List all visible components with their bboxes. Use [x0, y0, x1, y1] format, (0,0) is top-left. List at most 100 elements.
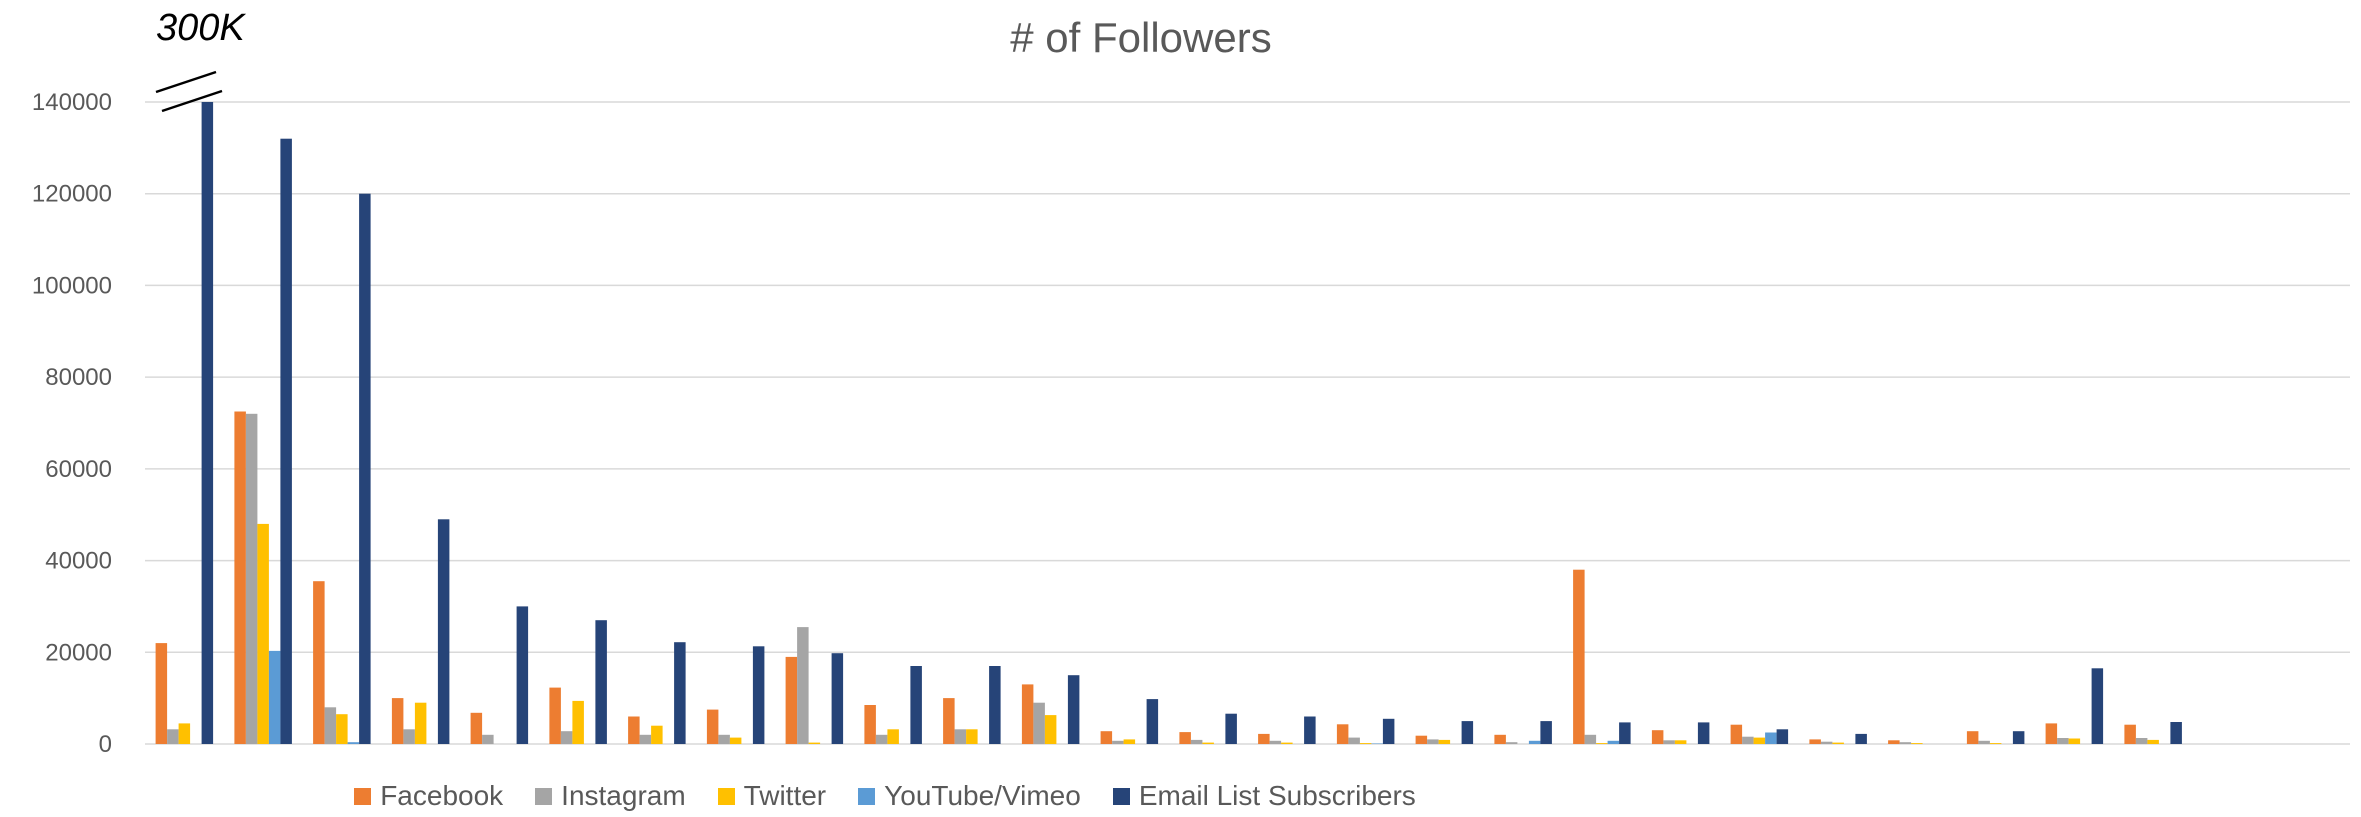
- bar-youtube-vimeo-3: [347, 742, 360, 744]
- bar-twitter-19: [1596, 743, 1608, 744]
- y-tick-label: 100000: [32, 272, 112, 299]
- bar-youtube-vimeo-21: [1765, 732, 1777, 744]
- y-tick-label: 20000: [45, 639, 112, 666]
- bar-youtube-vimeo-2: [268, 650, 281, 744]
- bar-facebook-14: [1179, 732, 1191, 744]
- bar-email-list-subscribers-13: [1146, 699, 1159, 744]
- bar-facebook-11: [943, 698, 955, 744]
- bar-email-list-subscribers-12: [1067, 675, 1080, 744]
- bar-twitter-24: [1989, 743, 2002, 744]
- bar-instagram-16: [1348, 737, 1360, 744]
- bar-facebook-15: [1258, 733, 1270, 744]
- bar-instagram-20: [1663, 740, 1675, 744]
- bar-instagram-3: [324, 707, 337, 744]
- legend-item: Facebook: [354, 780, 503, 812]
- bar-facebook-21: [1730, 724, 1743, 744]
- bar-facebook-10: [864, 705, 876, 744]
- bar-instagram-15: [1269, 740, 1282, 744]
- bar-facebook-22: [1809, 739, 1821, 744]
- chart-title: # of Followers: [1010, 14, 1271, 61]
- bar-email-list-subscribers-17: [1461, 721, 1474, 744]
- bar-instagram-21: [1742, 736, 1754, 744]
- bar-twitter-6: [572, 700, 584, 744]
- bar-email-list-subscribers-1: [201, 102, 214, 744]
- bar-email-list-subscribers-18: [1540, 721, 1552, 744]
- bar-twitter-15: [1281, 742, 1293, 744]
- bar-facebook-23: [1888, 740, 1900, 744]
- bar-email-list-subscribers-6: [595, 620, 607, 744]
- bar-twitter-7: [651, 725, 663, 744]
- bar-twitter-9: [808, 742, 821, 744]
- bar-facebook-25: [2045, 723, 2058, 744]
- bar-facebook-26: [2124, 724, 2136, 744]
- bar-email-list-subscribers-9: [831, 653, 844, 744]
- bar-instagram-9: [797, 627, 809, 744]
- y-tick-label: 120000: [32, 181, 112, 208]
- bar-instagram-11: [954, 729, 967, 744]
- legend-label: Facebook: [380, 780, 504, 811]
- bar-facebook-18: [1494, 734, 1506, 744]
- bar-facebook-19: [1573, 569, 1585, 744]
- bar-instagram-22: [1820, 741, 1833, 744]
- y-tick-label: 60000: [45, 456, 112, 483]
- bar-twitter-26: [2147, 739, 2159, 744]
- bar-email-list-subscribers-7: [674, 642, 686, 744]
- legend: Facebook Instagram Twitter YouTube/Vimeo Ema…: [0, 778, 1770, 814]
- bar-email-list-subscribers-2: [280, 138, 292, 744]
- bar-twitter-16: [1359, 743, 1372, 744]
- bar-twitter-25: [2068, 738, 2081, 744]
- bar-twitter-4: [414, 702, 427, 744]
- legend-label: Twitter: [743, 780, 827, 811]
- legend-swatch: [354, 787, 372, 805]
- bar-instagram-4: [403, 729, 415, 744]
- bar-instagram-2: [245, 413, 258, 744]
- bar-twitter-3: [336, 714, 348, 744]
- bar-email-list-subscribers-19: [1619, 722, 1631, 744]
- legend-label: YouTube/Vimeo: [884, 780, 1081, 811]
- bar-email-list-subscribers-16: [1382, 718, 1395, 744]
- bar-twitter-22: [1832, 742, 1844, 744]
- bar-email-list-subscribers-21: [1776, 729, 1789, 744]
- y-tick-label: 80000: [45, 364, 112, 391]
- legend-label: Email List Subscribers: [1138, 780, 1416, 811]
- bar-instagram-19: [1584, 734, 1597, 744]
- bar-twitter-8: [729, 737, 742, 744]
- y-tick-label: 140000: [32, 89, 112, 116]
- y-tick-label: 40000: [45, 548, 112, 575]
- bar-facebook-12: [1021, 684, 1034, 744]
- bar-twitter-13: [1123, 739, 1136, 744]
- bar-instagram-18: [1505, 742, 1518, 744]
- bar-instagram-23: [1899, 742, 1912, 744]
- bar-email-list-subscribers-22: [1855, 733, 1867, 744]
- axis-break-marker: [155, 70, 223, 113]
- bar-email-list-subscribers-26: [2170, 722, 2182, 744]
- bar-instagram-6: [560, 731, 573, 744]
- bar-twitter-11: [966, 729, 978, 744]
- bar-instagram-25: [2057, 738, 2069, 744]
- bar-twitter-14: [1202, 742, 1214, 744]
- gridlines: [145, 101, 2350, 745]
- bar-email-list-subscribers-4: [437, 519, 450, 744]
- legend-swatch: [717, 787, 735, 805]
- bar-youtube-vimeo-18: [1528, 740, 1541, 744]
- bar-facebook-24: [1966, 731, 1979, 744]
- bar-email-list-subscribers-5: [516, 606, 529, 744]
- legend-swatch: [1112, 787, 1130, 805]
- bar-email-list-subscribers-11: [989, 666, 1001, 744]
- bar-facebook-5: [470, 712, 483, 744]
- bar-instagram-5: [482, 734, 494, 744]
- bar-instagram-24: [1978, 740, 1990, 744]
- bar-instagram-8: [718, 734, 730, 744]
- legend-item: YouTube/Vimeo: [858, 780, 1081, 812]
- bar-twitter-23: [1911, 743, 1923, 744]
- bar-instagram-1: [167, 729, 179, 744]
- bar-email-list-subscribers-25: [2091, 668, 2104, 744]
- bar-email-list-subscribers-10: [910, 666, 922, 744]
- bar-email-list-subscribers-15: [1304, 716, 1316, 744]
- bar-facebook-6: [549, 687, 561, 744]
- bar-instagram-7: [639, 734, 652, 744]
- bar-facebook-8: [706, 709, 719, 744]
- bar-facebook-3: [313, 581, 325, 744]
- bar-twitter-12: [1044, 715, 1057, 744]
